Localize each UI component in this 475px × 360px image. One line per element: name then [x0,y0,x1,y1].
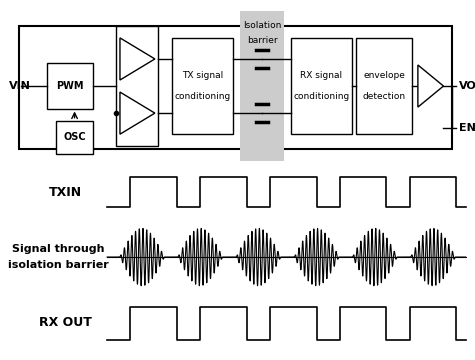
Text: TXIN: TXIN [49,185,82,199]
Text: RX signal: RX signal [300,71,342,80]
Text: OSC: OSC [63,132,86,142]
Bar [240,11,284,161]
Text: conditioning: conditioning [293,92,350,101]
Text: barrier: barrier [247,36,277,45]
Text: envelope: envelope [363,71,405,80]
Bar [356,38,412,134]
Polygon shape [120,92,155,134]
Bar [172,38,233,134]
Bar [56,121,93,154]
Text: TX signal: TX signal [182,71,223,80]
Bar [19,26,452,149]
Text: RX OUT: RX OUT [39,315,92,329]
Text: Signal through: Signal through [12,244,104,254]
Text: VOUT: VOUT [459,81,475,91]
Polygon shape [120,38,155,80]
Text: PWM: PWM [56,81,84,91]
Text: conditioning: conditioning [174,92,231,101]
Text: detection: detection [362,92,406,101]
Bar [47,63,93,109]
Bar [291,38,352,134]
Text: isolation barrier: isolation barrier [8,260,109,270]
Text: Isolation: Isolation [243,21,281,30]
Polygon shape [418,65,444,107]
Text: EN: EN [459,123,475,133]
Text: VIN: VIN [10,81,31,91]
Bar [116,26,158,146]
